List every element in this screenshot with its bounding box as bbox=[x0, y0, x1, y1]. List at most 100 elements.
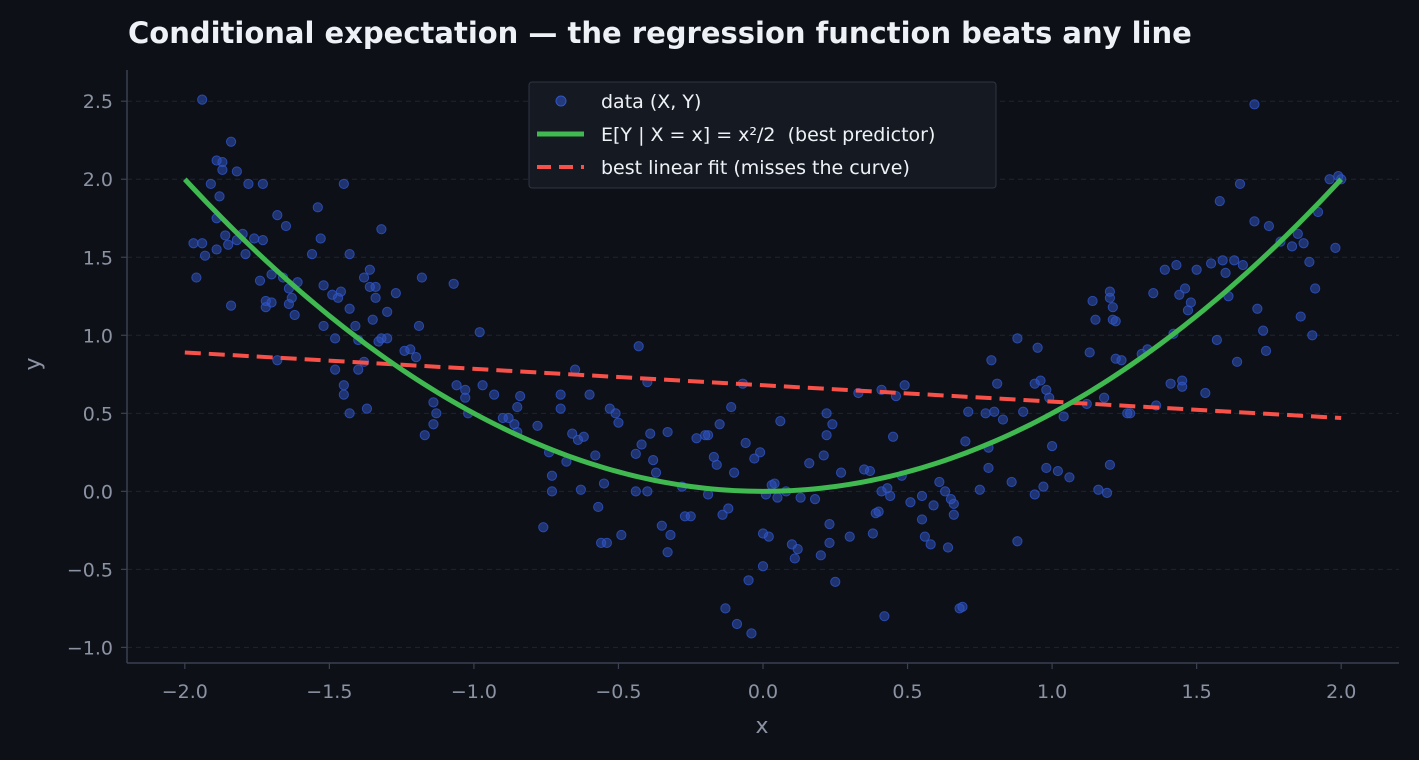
data-point bbox=[1310, 283, 1321, 294]
data-point bbox=[338, 380, 349, 391]
data-point bbox=[630, 486, 641, 497]
data-point bbox=[376, 224, 387, 235]
data-point bbox=[335, 286, 347, 297]
data-point bbox=[1116, 355, 1127, 366]
data-point bbox=[821, 408, 832, 419]
data-point bbox=[344, 408, 355, 419]
data-point bbox=[223, 239, 234, 250]
data-point bbox=[289, 309, 300, 321]
data-point bbox=[940, 486, 951, 497]
data-point bbox=[1064, 472, 1075, 483]
data-point bbox=[818, 450, 829, 461]
data-point bbox=[1304, 256, 1315, 268]
data-point bbox=[266, 269, 277, 280]
y-tick-label: 0.0 bbox=[83, 481, 113, 503]
data-point bbox=[390, 288, 401, 299]
data-point bbox=[867, 528, 878, 539]
data-point bbox=[1258, 325, 1269, 336]
data-point bbox=[1234, 178, 1246, 190]
data-point bbox=[983, 462, 994, 474]
data-point bbox=[1104, 459, 1116, 470]
data-point bbox=[919, 531, 930, 542]
data-point bbox=[231, 166, 242, 177]
data-point bbox=[740, 437, 751, 449]
data-point bbox=[370, 281, 381, 293]
data-point bbox=[306, 249, 318, 260]
data-point bbox=[905, 497, 916, 508]
y-tick-label: −1.0 bbox=[67, 637, 113, 659]
data-point bbox=[546, 470, 558, 481]
regression-curve bbox=[182, 177, 1344, 494]
data-point bbox=[361, 403, 373, 414]
data-point bbox=[405, 344, 416, 355]
data-point bbox=[1018, 406, 1029, 417]
data-point bbox=[948, 509, 959, 520]
data-point bbox=[899, 380, 910, 391]
data-point bbox=[286, 292, 297, 303]
data-point bbox=[934, 476, 945, 488]
data-point bbox=[642, 486, 653, 497]
data-point bbox=[416, 272, 427, 283]
data-point bbox=[656, 520, 667, 531]
data-point bbox=[720, 603, 731, 614]
x-tick-label: −1.5 bbox=[306, 681, 352, 703]
data-point bbox=[318, 320, 329, 332]
data-point bbox=[538, 522, 549, 533]
data-point bbox=[963, 406, 974, 417]
data-point bbox=[191, 272, 202, 283]
data-point bbox=[1159, 264, 1170, 275]
data-point bbox=[1292, 228, 1303, 239]
data-point bbox=[772, 492, 783, 503]
data-point bbox=[598, 478, 610, 489]
data-point bbox=[711, 459, 722, 470]
data-point bbox=[645, 428, 656, 439]
data-point bbox=[197, 94, 208, 105]
data-point bbox=[474, 327, 485, 338]
data-point bbox=[1174, 289, 1185, 300]
data-point bbox=[205, 178, 216, 190]
data-point bbox=[685, 511, 696, 522]
data-point bbox=[1220, 267, 1231, 278]
data-point bbox=[835, 467, 847, 478]
data-point bbox=[249, 233, 260, 244]
data-point bbox=[489, 389, 500, 400]
data-point bbox=[1035, 375, 1046, 386]
data-point bbox=[665, 529, 676, 541]
data-point bbox=[546, 486, 558, 497]
data-point bbox=[590, 450, 601, 461]
data-point bbox=[887, 431, 899, 442]
data-point bbox=[1148, 288, 1159, 299]
data-point bbox=[338, 178, 349, 190]
data-point bbox=[272, 355, 283, 366]
data-point bbox=[1330, 242, 1341, 253]
data-point bbox=[795, 492, 806, 503]
data-point bbox=[1058, 411, 1069, 422]
data-point bbox=[916, 514, 928, 525]
data-point bbox=[188, 238, 199, 249]
data-point bbox=[344, 249, 355, 260]
data-point bbox=[318, 280, 329, 291]
data-point bbox=[1032, 342, 1043, 353]
data-point bbox=[512, 401, 523, 413]
data-point bbox=[743, 575, 754, 586]
data-point bbox=[948, 498, 959, 509]
data-point bbox=[1107, 302, 1118, 313]
data-point bbox=[1099, 392, 1110, 403]
legend: data (X, Y) E[Y | X = x] = x²/2 (best pr… bbox=[528, 81, 997, 189]
data-point bbox=[997, 414, 1009, 425]
linear-fit-line bbox=[184, 350, 1342, 420]
x-tick-label: 0.5 bbox=[892, 681, 922, 703]
data-point bbox=[844, 531, 855, 542]
data-point bbox=[1260, 345, 1272, 356]
legend-box bbox=[528, 81, 997, 189]
x-tick-label: 1.0 bbox=[1037, 681, 1067, 703]
data-point bbox=[662, 547, 673, 558]
data-point bbox=[830, 576, 841, 587]
data-point bbox=[1171, 259, 1182, 271]
data-point bbox=[266, 297, 277, 308]
x-tick-label: 1.5 bbox=[1182, 681, 1212, 703]
data-point bbox=[775, 416, 786, 427]
data-point bbox=[1205, 258, 1217, 269]
data-point bbox=[1087, 295, 1098, 307]
